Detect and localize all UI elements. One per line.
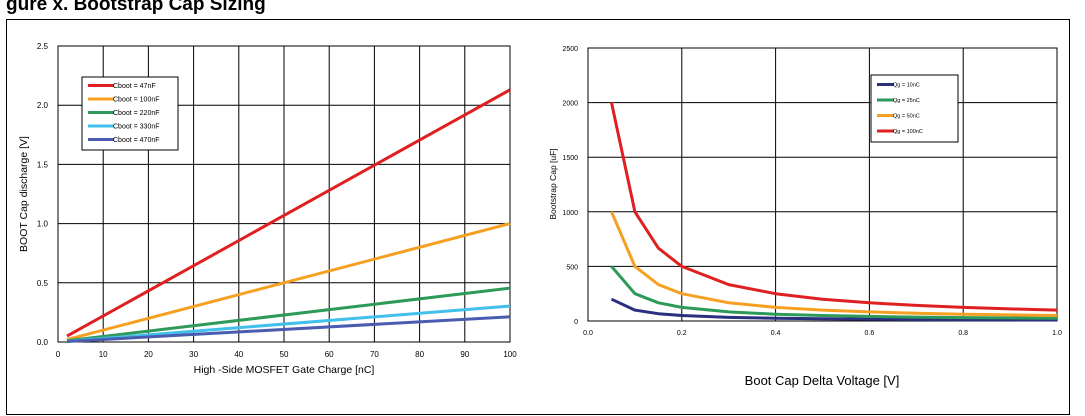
x-tick-label: 80 (415, 350, 424, 359)
legend-label: Qg = 50nC (893, 113, 920, 119)
x-tick-label: 0.8 (958, 330, 968, 337)
legend-label: Cboot = 100nF (113, 96, 160, 103)
y-tick-label: 0.0 (37, 338, 49, 347)
x-tick-label: 100 (503, 350, 517, 359)
y-tick-label: 2.5 (37, 42, 49, 51)
x-tick-label: 70 (370, 350, 379, 359)
legend-label: Cboot = 470nF (113, 137, 160, 144)
y-tick-label: 0.5 (37, 279, 49, 288)
series-line (66, 286, 511, 343)
chart-gate-charge-vs-discharge: 0 10 20 30 40 50 60 70 80 90 100 0.0 0.5 1.0 1.5 2.0 2.5… (18, 42, 517, 376)
y-tick-label: 1.5 (37, 160, 49, 169)
x-tick-label: 50 (280, 350, 289, 359)
x-axis-label: Boot Cap Delta Voltage [V] (745, 373, 900, 388)
plot-area-border (57, 45, 511, 343)
legend-label: Cboot = 47nF (113, 83, 156, 90)
legend-label: Qg = 10nC (893, 82, 920, 88)
x-tick-label: 20 (144, 350, 153, 359)
series-line (66, 315, 511, 343)
x-tick-label: 90 (460, 350, 469, 359)
y-axis-label: BOOT Cap discharge [V] (18, 136, 30, 252)
x-tick-label: 0.4 (771, 330, 781, 337)
x-tick-label: 0.6 (865, 330, 875, 337)
series-line (610, 102, 1058, 312)
x-tick-label: 1.0 (1052, 330, 1062, 337)
x-tick-label: 0.2 (677, 330, 687, 337)
y-tick-label: 500 (566, 264, 578, 271)
legend-label: Qg = 25nC (893, 98, 920, 104)
x-axis-label: High -Side MOSFET Gate Charge [nC] (194, 364, 375, 376)
y-tick-label: 1.0 (37, 220, 49, 229)
legend-label: Qg = 100nC (893, 129, 923, 135)
y-tick-label: 1000 (562, 210, 578, 217)
plot-area-border (587, 47, 1058, 322)
series-line (610, 297, 1058, 322)
x-tick-label: 10 (99, 350, 108, 359)
y-tick-label: 0 (574, 319, 578, 326)
legend-label: Cboot = 330nF (113, 123, 160, 130)
x-tick-label: 0.0 (583, 330, 593, 337)
series-line (66, 222, 511, 342)
series-line (66, 304, 511, 343)
series-line (610, 265, 1058, 320)
x-tick-label: 40 (234, 350, 243, 359)
y-tick-label: 2000 (562, 101, 578, 108)
x-tick-label: 0 (56, 350, 61, 359)
legend-label: Cboot = 220nF (113, 110, 160, 117)
y-tick-label: 1500 (562, 155, 578, 162)
series-line (610, 211, 1058, 317)
figure-frame (6, 19, 1070, 415)
figure-heading: gure x. Bootstrap Cap Sizing (6, 0, 266, 15)
series-line (66, 88, 511, 338)
y-tick-label: 2.0 (37, 101, 49, 110)
x-tick-label: 60 (325, 350, 334, 359)
y-axis-label: Bootstrap Cap [uF] (548, 148, 558, 219)
x-tick-label: 30 (189, 350, 198, 359)
y-tick-label: 2500 (562, 46, 578, 53)
chart-bootstrap-cap-vs-delta-voltage: 0.0 0.2 0.4 0.6 0.8 1.0 0 500 1000 1500 2000 2500 Bo… (548, 46, 1062, 388)
